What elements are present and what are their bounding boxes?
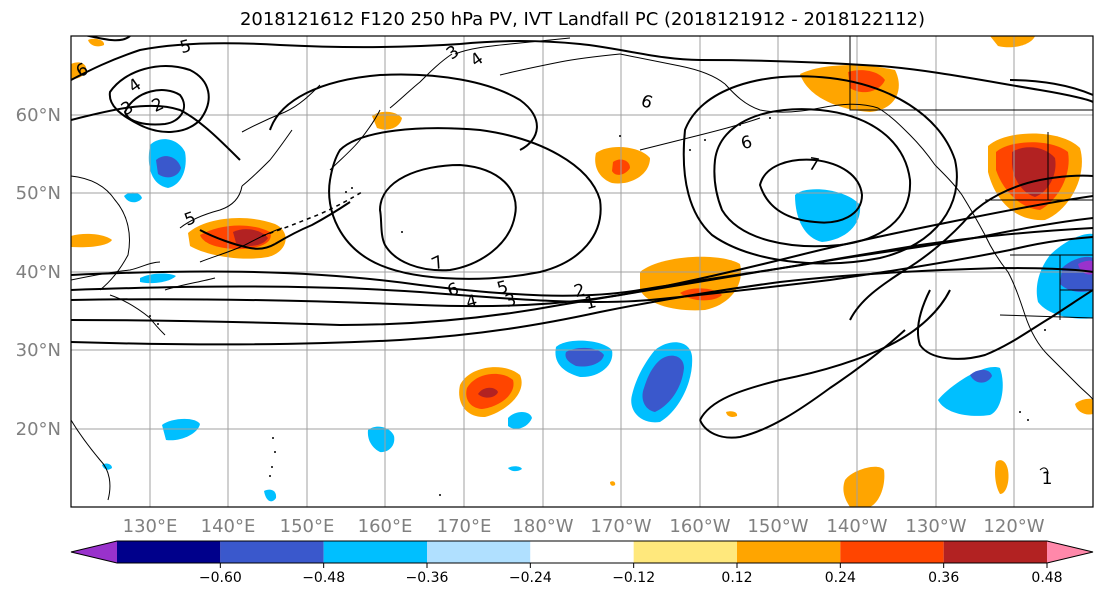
- colorbar-tick-label: 0.48: [1031, 570, 1062, 586]
- coastlines: [71, 36, 1093, 501]
- negative-anomaly-patch: [508, 466, 522, 472]
- colorbar-tick-label: −0.48: [302, 570, 345, 586]
- contour-label: 3: [503, 290, 519, 312]
- colorbar-tick-label: −0.60: [199, 570, 242, 586]
- lat-label: 60°N: [16, 105, 61, 126]
- positive-anomaly-patch: [88, 38, 105, 47]
- dashed-contour: [261, 191, 363, 237]
- lon-label: 140°E: [201, 516, 256, 537]
- colorbar-tick-label: 0.12: [721, 570, 752, 586]
- colorbar-tick-label: −0.12: [612, 570, 655, 586]
- positive-anomaly-patch: [478, 387, 498, 398]
- colorbar-segment: [427, 541, 531, 563]
- colorbar-segment: [117, 541, 221, 563]
- contour-label: 7: [807, 154, 821, 176]
- negative-anomaly-patch: [162, 418, 200, 441]
- colorbar-tick-label: 0.24: [825, 570, 856, 586]
- positive-anomaly-patch: [233, 229, 268, 246]
- negative-anomaly-patch: [264, 489, 277, 502]
- contour-label: 1: [1042, 469, 1053, 489]
- positive-anomaly-patch: [1075, 398, 1093, 415]
- colorbar-tick-label: −0.24: [509, 570, 552, 586]
- colorbar-tick-label: −0.36: [406, 570, 449, 586]
- positive-anomaly-patch: [995, 460, 1009, 494]
- lat-label: 50°N: [16, 183, 61, 204]
- lat-label: 20°N: [16, 419, 61, 440]
- colorbar-segment: [1047, 541, 1093, 563]
- contour-label: 2: [572, 280, 588, 302]
- lon-label: 170°W: [590, 516, 651, 537]
- positive-anomaly-patch: [726, 411, 738, 417]
- positive-anomaly-patch: [610, 481, 616, 486]
- colorbar-segment: [633, 541, 737, 563]
- pv-contours: [71, 36, 1093, 439]
- lon-label: 160°E: [358, 516, 413, 537]
- colorbar: −0.60 −0.48 −0.36 −0.24 −0.12 0.12 0.24 0.36 0.4…: [70, 540, 1094, 586]
- negative-anomaly-patch: [642, 355, 684, 412]
- positive-anomaly-patch: [990, 36, 1035, 48]
- negative-anomaly-patch: [124, 192, 142, 203]
- contour-label: 6: [739, 132, 755, 154]
- contour-label: 5: [495, 277, 511, 299]
- contour-label: 4: [464, 291, 480, 313]
- lon-label: 130°W: [905, 516, 966, 537]
- colorbar-segment: [323, 541, 427, 563]
- negative-anomaly-patch: [508, 412, 532, 429]
- lat-label: 40°N: [16, 262, 61, 283]
- map-frame: [70, 35, 1094, 508]
- positive-anomaly-patch: [843, 466, 885, 507]
- negative-anomaly-patch: [565, 347, 604, 367]
- negative-anomaly-patch: [156, 156, 181, 178]
- map-title: 2018121612 F120 250 hPa PV, IVT Landfall…: [239, 9, 926, 30]
- negative-anomaly-patch: [795, 189, 861, 242]
- lon-label: 170°E: [437, 516, 492, 537]
- lon-label: 120°W: [983, 516, 1044, 537]
- lon-label: 150°E: [280, 516, 335, 537]
- lon-label: 130°E: [123, 516, 178, 537]
- positive-anomaly-patch: [372, 111, 402, 130]
- lon-label: 180°W: [512, 516, 573, 537]
- negative-anomaly-patch: [970, 369, 992, 383]
- lon-label: 140°W: [826, 516, 887, 537]
- negative-anomaly-patch: [367, 426, 395, 453]
- colorbar-tick-label: 0.36: [928, 570, 959, 586]
- colorbar-segment: [840, 541, 944, 563]
- negative-anomaly-patch: [140, 273, 176, 284]
- contour-label: 1: [583, 292, 599, 314]
- lat-label: 30°N: [16, 340, 61, 361]
- lon-label: 150°W: [747, 516, 808, 537]
- colorbar-segment: [737, 541, 841, 563]
- lon-label: 160°W: [669, 516, 730, 537]
- colorbar-segment: [530, 541, 634, 563]
- positive-anomaly-patch: [71, 233, 112, 248]
- contour-label: 5: [178, 36, 194, 58]
- colorbar-segment: [943, 541, 1047, 563]
- colorbar-segment: [71, 541, 117, 563]
- islands: [149, 117, 1046, 496]
- colorbar-segment: [220, 541, 324, 563]
